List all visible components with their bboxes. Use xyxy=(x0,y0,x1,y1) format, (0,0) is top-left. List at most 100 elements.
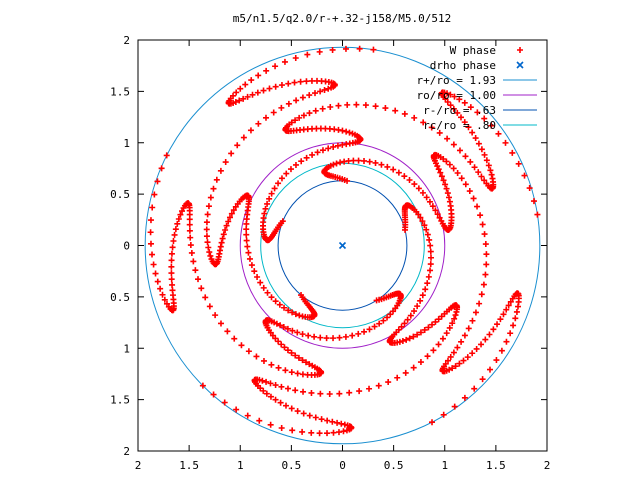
w-phase-point xyxy=(289,327,296,334)
chart-title: m5/n1.5/q2.0/r-+.32-j158/M5.0/512 xyxy=(233,12,452,25)
w-phase-point xyxy=(481,115,488,122)
w-phase-point xyxy=(267,393,274,400)
w-phase-point xyxy=(300,112,307,119)
w-phase-point xyxy=(306,92,313,99)
w-phase-point xyxy=(461,394,468,401)
w-phase-point xyxy=(285,307,292,314)
w-phase-point xyxy=(152,270,159,277)
w-phase-point xyxy=(387,311,394,318)
w-phase-point xyxy=(299,94,306,101)
w-phase-point xyxy=(530,198,537,205)
w-phase-point xyxy=(278,104,285,111)
w-phase-point xyxy=(411,308,418,315)
w-phase-point xyxy=(454,170,461,176)
w-phase-point xyxy=(488,122,495,129)
w-phase-point xyxy=(435,341,442,348)
w-phase-point xyxy=(479,376,486,383)
w-phase-point xyxy=(521,172,528,179)
w-phase-point xyxy=(403,336,410,343)
w-phase-point xyxy=(284,325,291,332)
w-phase-point xyxy=(299,357,306,364)
w-phase-point xyxy=(149,204,156,211)
w-phase-point xyxy=(356,45,363,52)
w-phase-point xyxy=(485,162,492,169)
w-phase-point xyxy=(394,374,401,381)
drho-phase-point xyxy=(338,241,347,250)
w-phase-point xyxy=(411,181,418,188)
w-phase-point xyxy=(230,207,237,214)
w-phase-point xyxy=(330,429,337,436)
w-phase-point xyxy=(213,176,220,183)
w-phase-point xyxy=(263,390,270,397)
w-phase-point xyxy=(442,181,449,188)
w-phase-point xyxy=(479,221,486,228)
w-phase-point xyxy=(284,385,291,392)
w-phase-point xyxy=(223,222,230,229)
w-phase-point xyxy=(317,390,324,397)
w-phase-point xyxy=(419,292,426,299)
w-phase-point xyxy=(219,235,226,242)
w-phase-point xyxy=(404,316,411,323)
w-phase-point xyxy=(417,214,424,221)
w-phase-point xyxy=(170,238,177,245)
w-phase-point xyxy=(429,419,436,426)
w-phase-point xyxy=(281,344,288,351)
w-phase-point xyxy=(503,306,510,313)
w-phase-point xyxy=(169,281,176,288)
w-phase-point xyxy=(275,364,282,371)
w-phase-point xyxy=(217,320,224,327)
w-phase-point xyxy=(186,227,193,234)
w-phase-point xyxy=(175,216,182,223)
y-tick-label: 0.5 xyxy=(110,188,130,201)
w-phase-point xyxy=(303,78,310,85)
w-phase-point xyxy=(334,419,341,426)
w-phase-point xyxy=(460,357,467,364)
w-phase-point xyxy=(257,279,264,286)
w-phase-point xyxy=(168,263,175,270)
w-phase-point xyxy=(294,370,301,377)
w-phase-point xyxy=(439,335,446,342)
w-phase-point xyxy=(461,332,468,339)
w-phase-point xyxy=(426,236,433,243)
w-phase-point xyxy=(319,105,326,112)
w-phase-point xyxy=(292,311,299,318)
w-phase-point xyxy=(271,185,278,192)
w-phase-point xyxy=(168,270,175,277)
w-phase-point xyxy=(260,87,267,94)
w-phase-point xyxy=(195,276,202,283)
w-phase-point xyxy=(293,97,300,104)
w-phase-point xyxy=(306,361,313,368)
w-phase-point xyxy=(292,161,299,168)
w-phase-point xyxy=(337,159,344,166)
w-phase-point xyxy=(436,129,443,136)
w-phase-point xyxy=(277,399,284,406)
w-phase-point xyxy=(402,369,409,376)
w-phase-point xyxy=(472,135,479,142)
w-phase-point xyxy=(246,255,253,262)
w-phase-point xyxy=(249,91,256,98)
w-phase-point xyxy=(240,95,247,102)
w-phase-point xyxy=(149,251,156,258)
w-phase-point xyxy=(401,173,408,180)
w-phase-point xyxy=(202,294,209,301)
w-phase-point xyxy=(482,241,489,248)
w-phase-point xyxy=(243,231,250,238)
w-phase-point xyxy=(429,321,436,328)
w-phase-point xyxy=(272,298,279,305)
w-phase-point xyxy=(187,242,194,249)
w-phase-point xyxy=(430,347,437,354)
w-phase-point xyxy=(199,382,206,389)
w-phase-point xyxy=(395,169,402,176)
x-tick-label: 2 xyxy=(135,459,142,472)
w-phase-point xyxy=(423,226,430,233)
x-tick-label: 1.5 xyxy=(486,459,506,472)
w-phase-point xyxy=(324,430,331,437)
w-phase-point xyxy=(424,353,431,360)
w-phase-point xyxy=(482,336,489,343)
w-phase-point xyxy=(469,129,476,136)
w-phase-point xyxy=(225,218,232,225)
w-phase-point xyxy=(417,329,424,336)
w-phase-point xyxy=(270,109,277,116)
w-phase-point xyxy=(380,317,387,324)
w-phase-point xyxy=(461,99,468,106)
